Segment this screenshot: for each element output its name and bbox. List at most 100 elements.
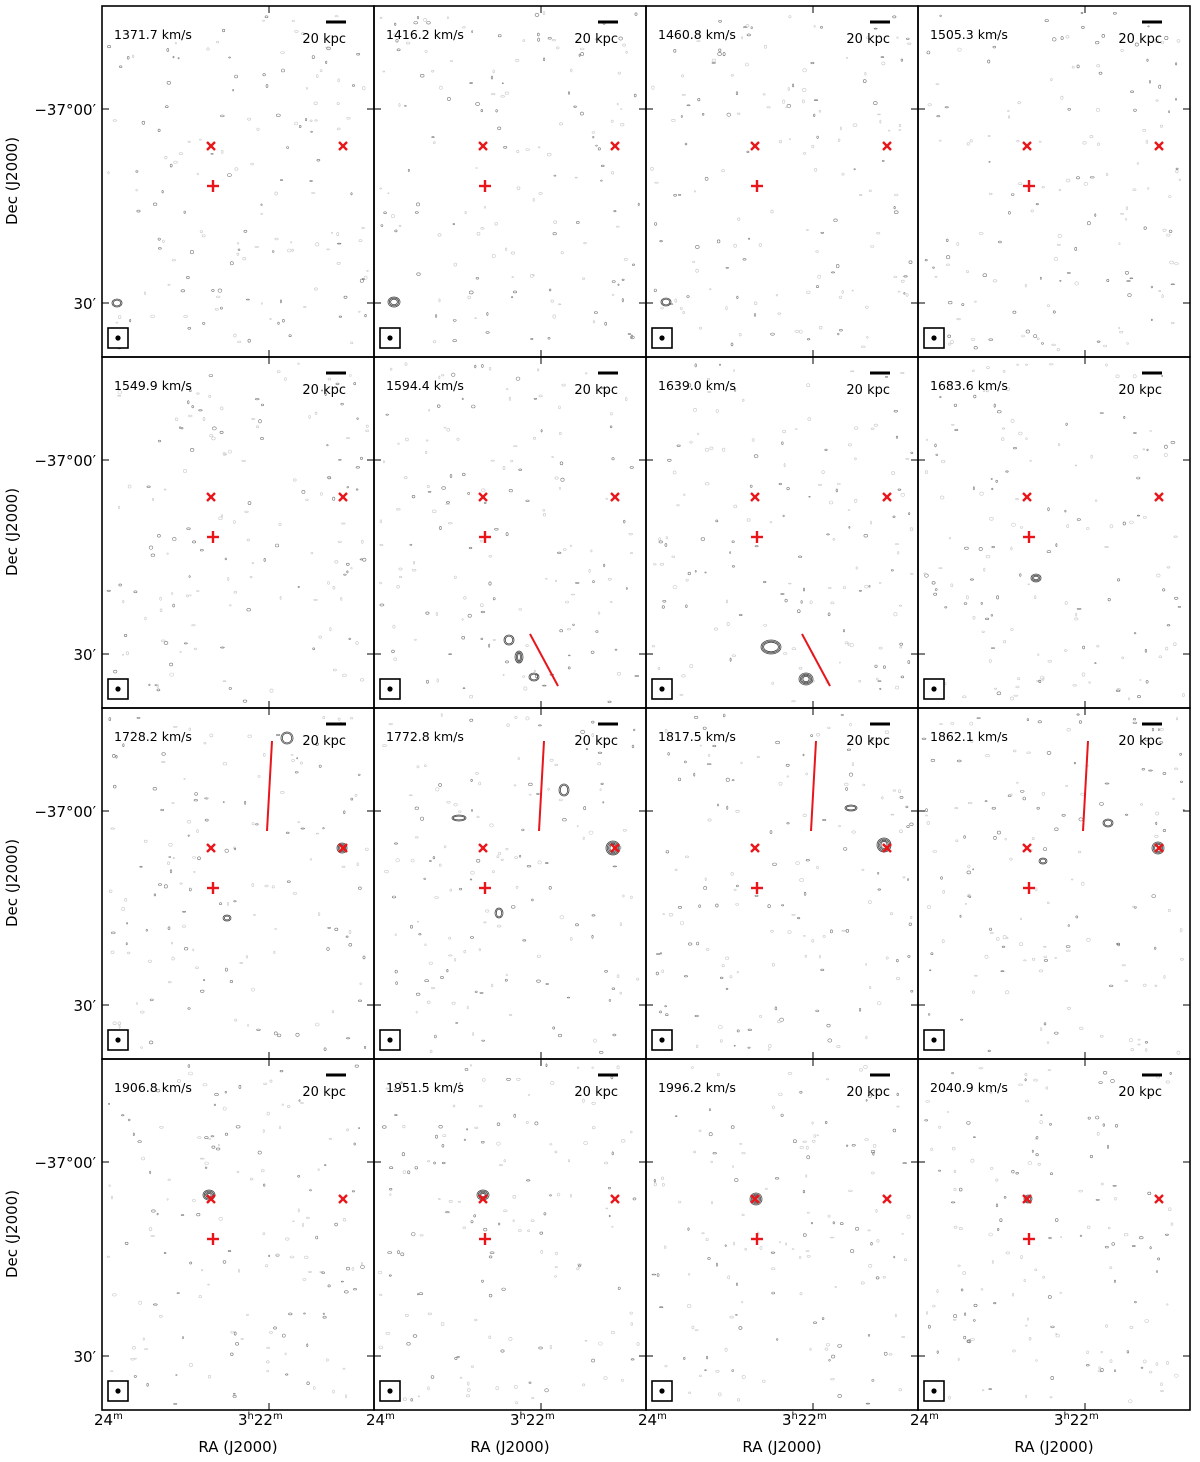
noise-contour (538, 724, 542, 727)
noise-contour (180, 1214, 185, 1216)
noise-contour (576, 1267, 580, 1271)
noise-contour (169, 672, 174, 677)
noise-contour (1015, 498, 1019, 501)
noise-contour (706, 1355, 709, 1360)
noise-contour (1010, 628, 1014, 631)
noise-contour (1072, 684, 1077, 687)
noise-contour (889, 912, 893, 916)
noise-contour (294, 30, 299, 33)
noise-contour (927, 905, 932, 909)
noise-contour (492, 870, 495, 874)
hi-contour (387, 296, 401, 308)
noise-contour (256, 127, 260, 131)
noise-contour (1009, 696, 1015, 701)
noise-contour (499, 1164, 503, 1167)
noise-contour (621, 278, 625, 281)
noise-contour (502, 673, 505, 676)
noise-contour (400, 1252, 405, 1257)
noise-contour (1096, 340, 1101, 343)
plus-marker (207, 1233, 219, 1245)
noise-contour (747, 1046, 751, 1049)
noise-contour (746, 518, 751, 522)
x-marker (610, 141, 620, 151)
noise-contour (1071, 878, 1074, 881)
noise-contour (1047, 659, 1053, 663)
noise-contour (441, 486, 446, 490)
noise-contour (407, 1170, 411, 1175)
noise-contour (939, 396, 942, 399)
noise-contour (815, 1009, 820, 1013)
hi-contour (1154, 843, 1162, 853)
noise-contour (1040, 1027, 1043, 1032)
noise-contour (440, 1322, 445, 1327)
noise-contour (435, 787, 440, 792)
noise-contour (438, 1124, 443, 1129)
noise-contour (1039, 1120, 1043, 1125)
noise-contour (483, 502, 487, 505)
noise-contour (279, 299, 282, 304)
noise-contour (559, 915, 565, 920)
noise-contour (590, 549, 593, 553)
noise-contour (148, 545, 154, 550)
noise-contour (995, 1203, 999, 1208)
noise-contour (230, 1352, 234, 1356)
noise-contour (870, 520, 873, 525)
noise-contour (988, 1232, 993, 1237)
noise-contour (435, 314, 438, 318)
ra-axis-label: RA (J2000) (198, 1438, 277, 1456)
noise-contour (964, 902, 968, 905)
noise-contour (552, 314, 556, 319)
noise-contour (806, 1155, 810, 1160)
noise-contour (1166, 624, 1171, 627)
noise-contour (806, 1145, 809, 1150)
noise-contour (955, 839, 959, 843)
noise-contour (710, 1160, 713, 1163)
noise-contour (595, 630, 599, 633)
noise-contour (247, 501, 252, 505)
noise-contour (567, 666, 571, 670)
noise-contour (1024, 1078, 1027, 1082)
noise-contour (220, 114, 225, 118)
noise-contour (273, 950, 276, 954)
noise-contour (992, 45, 997, 49)
noise-contour (303, 1312, 306, 1315)
noise-contour (622, 829, 627, 832)
noise-contour (722, 52, 726, 57)
hi-contour (660, 297, 672, 307)
noise-contour (677, 777, 682, 782)
velocity-label: 1906.8 km/s (114, 1080, 192, 1095)
noise-contour (413, 21, 418, 25)
noise-contour (1054, 956, 1057, 959)
noise-contour (548, 886, 552, 890)
noise-contour (345, 935, 349, 938)
noise-contour (996, 830, 1001, 835)
noise-contour (480, 610, 485, 614)
noise-contour (469, 878, 473, 881)
scale-bar-label: 20 kpc (846, 734, 890, 749)
noise-contour (1071, 65, 1075, 69)
noise-contour (938, 567, 943, 570)
noise-contour (462, 26, 466, 29)
noise-contour (753, 313, 757, 317)
noise-contour (1027, 583, 1030, 586)
noise-contour (829, 929, 833, 934)
noise-contour (637, 202, 640, 206)
noise-contour (622, 43, 626, 47)
noise-contour (255, 823, 259, 826)
noise-contour (1073, 761, 1076, 765)
noise-contour (1038, 140, 1042, 143)
noise-contour (149, 998, 154, 1002)
noise-contour (115, 755, 118, 759)
beam-ellipse (387, 1388, 393, 1394)
noise-contour (1160, 1382, 1163, 1387)
noise-contour (1016, 781, 1019, 784)
noise-contour (810, 61, 815, 65)
noise-contour (892, 15, 897, 19)
noise-contour (167, 283, 171, 286)
noise-contour (361, 1262, 364, 1266)
noise-contour (966, 142, 970, 146)
noise-contour (768, 1044, 772, 1049)
noise-contour (1134, 1301, 1137, 1304)
noise-contour (780, 593, 785, 595)
